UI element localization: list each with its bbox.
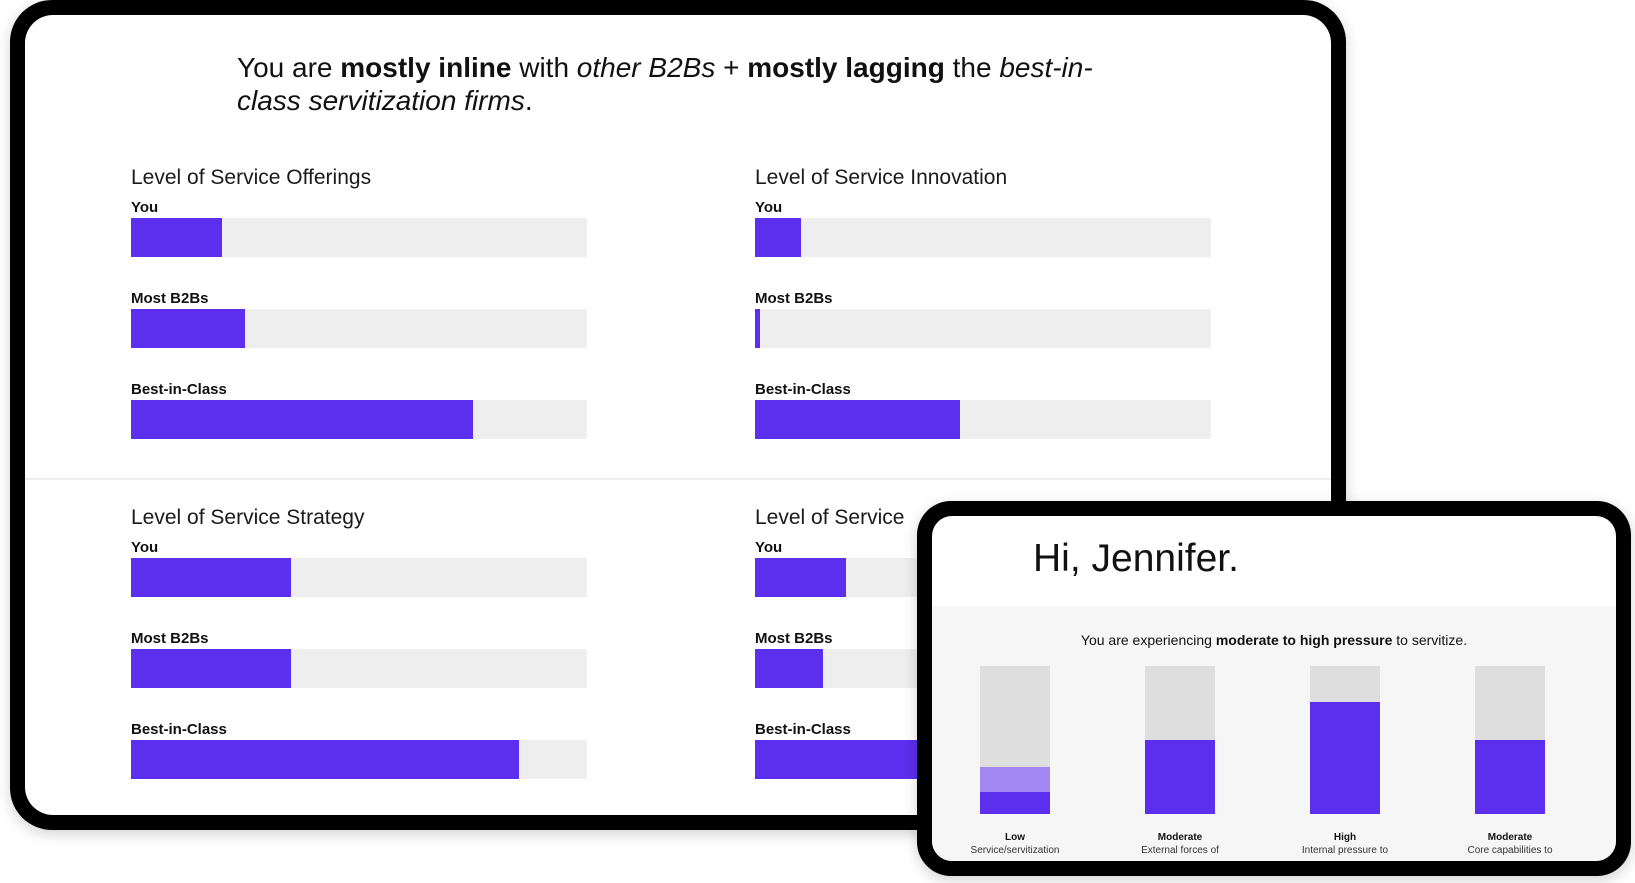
phone-screen: Hi, Jennifer. You are experiencing moder…: [932, 516, 1616, 861]
bar-track: [131, 218, 587, 257]
vbar-fill: [1475, 740, 1545, 814]
section-divider: [25, 478, 1331, 480]
bar-fill: [131, 740, 519, 779]
vbar-track: [1310, 666, 1380, 814]
headline-emphasis-inline: mostly inline: [340, 52, 512, 83]
bar-fill: [755, 558, 847, 597]
bar-row-you: You: [131, 199, 591, 290]
bar-label: You: [131, 199, 159, 216]
pressure-summary: You are experiencing moderate to high pr…: [932, 632, 1616, 648]
tablet-frame: You are mostly inline with other B2Bs + …: [10, 0, 1346, 830]
bar-row-best-in-class: Best-in-Class: [131, 381, 591, 472]
bar-row-you: You: [131, 539, 591, 630]
bar-label: You: [755, 199, 783, 216]
vbar-fill: [1145, 740, 1215, 814]
bar-row-best-in-class: Best-in-Class: [755, 381, 1215, 472]
headline-italic-best-in-class: best-in-class servitization firms: [237, 52, 1093, 116]
headline-text: You are: [237, 52, 341, 83]
bar-fill: [755, 309, 760, 348]
bar-row-most-b2bs: Most B2Bs: [755, 290, 1215, 381]
bar-fill: [131, 649, 291, 688]
phone-frame: Hi, Jennifer. You are experiencing moder…: [917, 501, 1631, 876]
bar-fill: [131, 400, 473, 439]
bar-row-most-b2bs: Most B2Bs: [131, 290, 591, 381]
bar-fill: [755, 400, 961, 439]
bar-label: Most B2Bs: [755, 290, 833, 307]
bar-fill: [131, 309, 245, 348]
vbar-fill: [980, 791, 1050, 814]
bar-label: You: [755, 539, 783, 556]
vbar-desc-label: Internal pressure to: [1301, 845, 1389, 856]
bar-label: Best-in-Class: [755, 381, 851, 398]
metric-service-strategy: Level of Service Strategy You Most B2Bs …: [131, 505, 591, 812]
headline-text: +: [715, 52, 748, 83]
metric-title: Level of Service Innovation: [755, 166, 1008, 189]
vbar-level-label: Moderate: [1157, 832, 1203, 843]
bar-track: [131, 558, 587, 597]
pressure-emphasis: moderate to high pressure: [1215, 632, 1393, 648]
bar-label: Best-in-Class: [755, 721, 851, 738]
bar-track: [131, 400, 587, 439]
results-headline: You are mostly inline with other B2Bs + …: [237, 51, 1137, 117]
bar-row-best-in-class: Best-in-Class: [131, 721, 591, 812]
pressure-text: to servitize.: [1392, 632, 1468, 648]
bar-fill: [131, 218, 223, 257]
bar-fill: [755, 218, 801, 257]
greeting-title: Hi, Jennifer.: [1033, 537, 1239, 580]
metric-title: Level of Service Strategy: [131, 506, 365, 529]
headline-italic-b2bs: other B2Bs: [576, 52, 716, 83]
bar-label: Best-in-Class: [131, 381, 227, 398]
bar-fill: [755, 649, 824, 688]
bar-track: [131, 649, 587, 688]
vbar-track: [1475, 666, 1545, 814]
bar-label: Most B2Bs: [131, 290, 209, 307]
bar-row-most-b2bs: Most B2Bs: [131, 630, 591, 721]
metric-service-innovation: Level of Service Innovation You Most B2B…: [755, 165, 1215, 472]
bar-track: [131, 740, 587, 779]
vbar-track: [1145, 666, 1215, 814]
metric-title: Level of Service Offerings: [131, 166, 372, 189]
headline-text: with: [511, 52, 577, 83]
bar-row-you: You: [755, 199, 1215, 290]
bar-fill: [131, 558, 291, 597]
headline-emphasis-lagging: mostly lagging: [747, 52, 945, 83]
pressure-panel: You are experiencing moderate to high pr…: [932, 606, 1616, 861]
bar-track: [755, 309, 1211, 348]
vbar-level-label: Moderate: [1487, 832, 1533, 843]
bar-track: [755, 400, 1211, 439]
pressure-text: You are experiencing: [1080, 632, 1216, 648]
metric-service-offerings: Level of Service Offerings You Most B2Bs…: [131, 165, 591, 472]
metric-title: Level of Service: [755, 506, 905, 529]
bar-label: Best-in-Class: [131, 721, 227, 738]
headline-text: the: [944, 52, 1000, 83]
vbar-track: [980, 666, 1050, 814]
bar-label: You: [131, 539, 159, 556]
tablet-screen: You are mostly inline with other B2Bs + …: [25, 15, 1331, 815]
bar-label: Most B2Bs: [131, 630, 209, 647]
headline-text: .: [524, 85, 533, 116]
vbar-desc-label: Service/servitization: [970, 845, 1060, 856]
bar-track: [755, 218, 1211, 257]
vbar-fill: [1310, 701, 1380, 814]
vbar-desc-label: External forces of: [1141, 845, 1219, 856]
vbar-level-label: High: [1333, 832, 1357, 843]
vbar-level-label: Low: [1005, 832, 1025, 843]
vbar-light-fill: [980, 766, 1050, 792]
vbar-desc-label: Core capabilities to: [1467, 845, 1553, 856]
bar-label: Most B2Bs: [755, 630, 833, 647]
bar-track: [131, 309, 587, 348]
